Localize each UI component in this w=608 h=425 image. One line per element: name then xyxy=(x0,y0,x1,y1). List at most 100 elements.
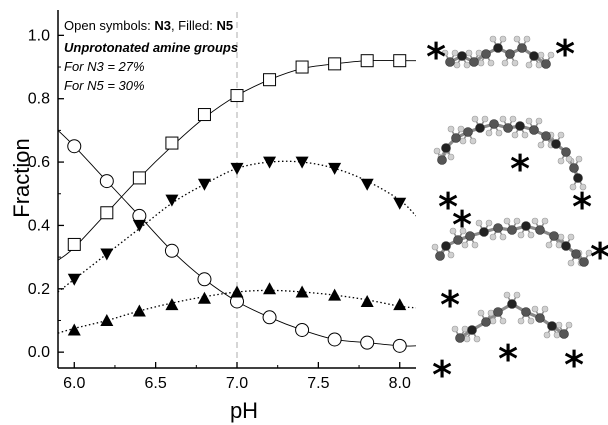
marker-open-circle xyxy=(327,332,342,347)
carbon-atom xyxy=(437,155,447,165)
carbon-atom xyxy=(541,59,551,69)
hydrogen-atom xyxy=(555,241,563,249)
carbon-atom xyxy=(507,225,517,235)
marker-filled-up-triangle xyxy=(197,291,211,304)
marker-open-square xyxy=(295,60,309,74)
hydrogen-atom xyxy=(527,317,535,325)
hydrogen-atom xyxy=(537,51,545,59)
marker-filled-down-triangle xyxy=(360,178,374,191)
carbon-atom xyxy=(463,127,473,137)
annotation-prefix: Open symbols: xyxy=(64,18,154,33)
carbon-atom xyxy=(541,131,551,141)
hydrogen-atom xyxy=(525,117,533,125)
carbon-atom xyxy=(517,43,527,53)
hydrogen-atom xyxy=(469,137,477,145)
carbon-atom xyxy=(569,163,579,173)
y-tick-label: 0.4 xyxy=(28,217,50,234)
marker-open-square xyxy=(100,206,114,220)
attachment-star: * xyxy=(564,343,584,387)
nitrogen-atom xyxy=(441,143,451,153)
marker-open-circle xyxy=(295,322,310,337)
marker-filled-up-triangle xyxy=(328,288,342,301)
carbon-atom xyxy=(535,313,545,323)
y-axis-title: Fraction xyxy=(9,138,34,217)
annotation-n3: N3 xyxy=(154,18,171,33)
annotation-mid: , Filled: xyxy=(171,18,217,33)
nitrogen-atom xyxy=(551,139,561,149)
hydrogen-atom xyxy=(487,59,495,67)
hydrogen-atom xyxy=(535,117,543,125)
hydrogen-atom xyxy=(489,35,497,43)
marker-filled-up-triangle xyxy=(360,294,374,307)
carbon-atom xyxy=(529,125,539,135)
hydrogen-atom xyxy=(489,317,497,325)
hydrogen-atom xyxy=(471,241,479,249)
hydrogen-atom xyxy=(557,157,565,165)
hydrogen-atom xyxy=(487,309,495,317)
hydrogen-atom xyxy=(521,131,529,139)
carbon-atom xyxy=(503,123,513,133)
carbon-atom xyxy=(489,119,499,129)
hydrogen-atom xyxy=(457,125,465,133)
hydrogen-atom xyxy=(463,335,471,343)
hydrogen-atom xyxy=(475,49,483,57)
x-tick-label: 6.5 xyxy=(145,375,167,392)
hydrogen-atom xyxy=(489,233,497,241)
carbon-atom xyxy=(521,307,531,317)
marker-open-circle xyxy=(164,243,179,258)
hydrogen-atom xyxy=(447,125,455,133)
hydrogen-atom xyxy=(499,115,507,123)
attachment-star: * xyxy=(438,185,458,229)
hydrogen-atom xyxy=(525,61,533,69)
marker-open-square xyxy=(263,73,277,87)
hydrogen-atom xyxy=(575,155,583,163)
molecule-structures: * ******** * * xyxy=(426,32,608,397)
carbon-atom xyxy=(435,251,445,261)
hydrogen-atom xyxy=(449,227,457,235)
hydrogen-atom xyxy=(541,217,549,225)
marker-open-circle xyxy=(262,310,277,325)
hydrogen-atom xyxy=(459,227,467,235)
hydrogen-atom xyxy=(545,241,553,249)
hydrogen-atom xyxy=(431,243,439,251)
hydrogen-atom xyxy=(485,129,493,137)
marker-filled-up-triangle xyxy=(100,313,114,326)
hydrogen-atom xyxy=(475,219,483,227)
hydrogen-atom xyxy=(543,331,551,339)
hydrogen-atom xyxy=(531,217,539,225)
carbon-atom xyxy=(579,257,589,267)
hydrogen-atom xyxy=(557,131,565,139)
hydrogen-atom xyxy=(471,115,479,123)
marker-filled-down-triangle xyxy=(197,178,211,191)
hydrogen-atom xyxy=(547,51,555,59)
carbon-atom xyxy=(493,307,503,317)
molecule-1: * * xyxy=(426,32,575,79)
x-axis-title: pH xyxy=(230,398,258,423)
marker-open-square xyxy=(165,136,179,150)
marker-filled-up-triangle xyxy=(165,298,179,311)
nitrogen-atom xyxy=(547,321,557,331)
annotation-line3: For N3 = 27% xyxy=(64,59,145,74)
hydrogen-atom xyxy=(585,249,593,257)
hydrogen-atom xyxy=(447,153,455,161)
hydrogen-atom xyxy=(517,231,525,239)
hydrogen-atom xyxy=(461,241,469,249)
annotation-line2: Unprotonated amine groups xyxy=(64,40,238,55)
nitrogen-atom xyxy=(521,221,531,231)
hydrogen-atom xyxy=(513,217,521,225)
marker-filled-down-triangle xyxy=(263,156,277,169)
nitrogen-atom xyxy=(457,51,467,61)
attachment-star: * xyxy=(498,337,518,381)
marker-open-circle xyxy=(392,338,407,353)
hydrogen-atom xyxy=(579,183,587,191)
y-tick-label: 0.0 xyxy=(28,344,50,361)
marker-open-square xyxy=(132,171,146,185)
hydrogen-atom xyxy=(541,305,549,313)
x-tick-label: 7.5 xyxy=(307,375,329,392)
hydrogen-atom xyxy=(503,291,511,299)
hydrogen-atom xyxy=(477,309,485,317)
hydrogen-atom xyxy=(495,129,503,137)
nitrogen-atom xyxy=(573,173,583,183)
marker-open-circle xyxy=(197,272,212,287)
